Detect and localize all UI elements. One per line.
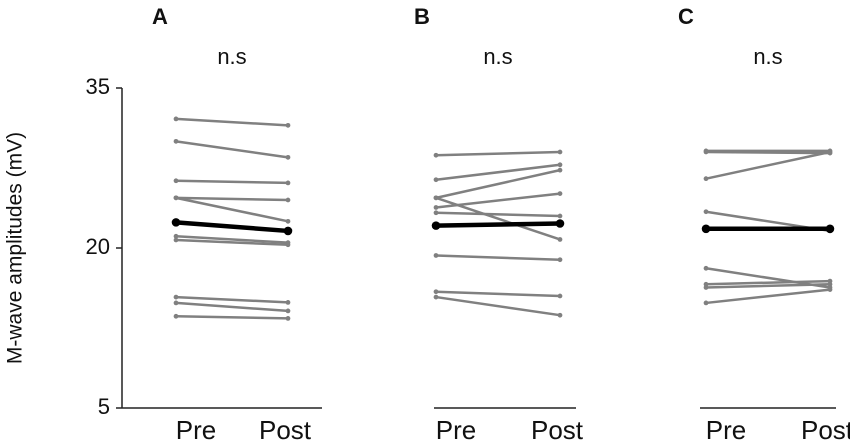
series-line: [435, 196, 561, 241]
x-tick-label: Post: [801, 415, 850, 445]
series-line: [435, 211, 561, 218]
point: [171, 218, 181, 227]
series-line: [435, 295, 561, 317]
series-line: [175, 179, 289, 185]
annotation: n.s: [217, 44, 246, 69]
point: [703, 285, 709, 290]
point: [285, 308, 291, 314]
point: [285, 122, 291, 128]
x-tick-label: Pre: [176, 415, 216, 445]
series-line: [175, 238, 289, 247]
series-line: [175, 235, 289, 244]
point: [703, 149, 709, 155]
point: [173, 300, 179, 306]
series-line: [435, 254, 561, 261]
annotation: n.s: [483, 44, 512, 69]
point: [433, 294, 439, 300]
point: [433, 253, 439, 258]
x-tick-label: Post: [531, 415, 584, 445]
panel-title: C: [678, 4, 694, 29]
point: [825, 224, 835, 234]
x-tick-label: Pre: [436, 415, 476, 445]
point: [285, 242, 291, 248]
point: [173, 294, 179, 300]
annotation: n.s: [753, 44, 782, 69]
series-line: [705, 288, 831, 305]
y-tick-label: 35: [86, 74, 110, 99]
point: [173, 195, 179, 201]
y-tick-label: 20: [86, 234, 110, 259]
point: [557, 167, 563, 173]
series-line: [435, 150, 561, 157]
point: [557, 293, 563, 299]
point: [827, 281, 833, 287]
point: [557, 312, 563, 318]
point: [173, 233, 179, 239]
series-line: [435, 168, 561, 200]
point: [285, 197, 291, 203]
series-line: [435, 221, 561, 228]
series-line: [705, 150, 831, 155]
point: [703, 176, 709, 182]
panel-title: A: [152, 4, 168, 29]
point: [173, 116, 179, 122]
point: [173, 313, 179, 319]
point: [557, 191, 563, 196]
point: [433, 177, 439, 183]
point: [431, 221, 441, 230]
y-tick-label: 5: [98, 394, 110, 419]
point: [285, 218, 291, 224]
y-axis-label: M-wave amplitudes (mV): [4, 132, 27, 364]
point: [433, 205, 439, 210]
series-line: [175, 117, 289, 127]
series-line: [175, 315, 289, 320]
series-line: [705, 279, 831, 286]
series-line: [175, 196, 289, 223]
series-line: [435, 192, 561, 209]
panel-title: B: [414, 4, 430, 29]
point: [285, 180, 291, 186]
point: [557, 149, 563, 155]
point: [173, 178, 179, 184]
series-line: [175, 295, 289, 304]
series-line: [435, 163, 561, 181]
point: [827, 149, 833, 155]
point: [433, 289, 439, 295]
point: [285, 154, 291, 160]
point: [173, 237, 179, 243]
series-line: [175, 196, 289, 202]
point: [557, 257, 563, 263]
point: [701, 224, 711, 234]
point: [557, 237, 563, 242]
point: [285, 316, 291, 321]
point: [555, 219, 565, 228]
series-line: [435, 290, 561, 298]
point: [557, 213, 563, 219]
point: [433, 210, 439, 216]
point: [827, 287, 833, 292]
point: [173, 138, 179, 144]
point: [433, 195, 439, 201]
series-line: [175, 301, 289, 313]
series-line: [705, 283, 831, 289]
point: [703, 300, 709, 306]
point: [433, 152, 439, 158]
series-line: [705, 150, 831, 180]
x-tick-label: Pre: [706, 415, 746, 445]
x-tick-label: Post: [259, 415, 312, 445]
point: [285, 300, 291, 305]
series-line: [175, 220, 289, 234]
series-line: [175, 140, 289, 159]
point: [703, 209, 709, 215]
point: [283, 226, 293, 236]
point: [557, 162, 563, 168]
point: [703, 265, 709, 271]
